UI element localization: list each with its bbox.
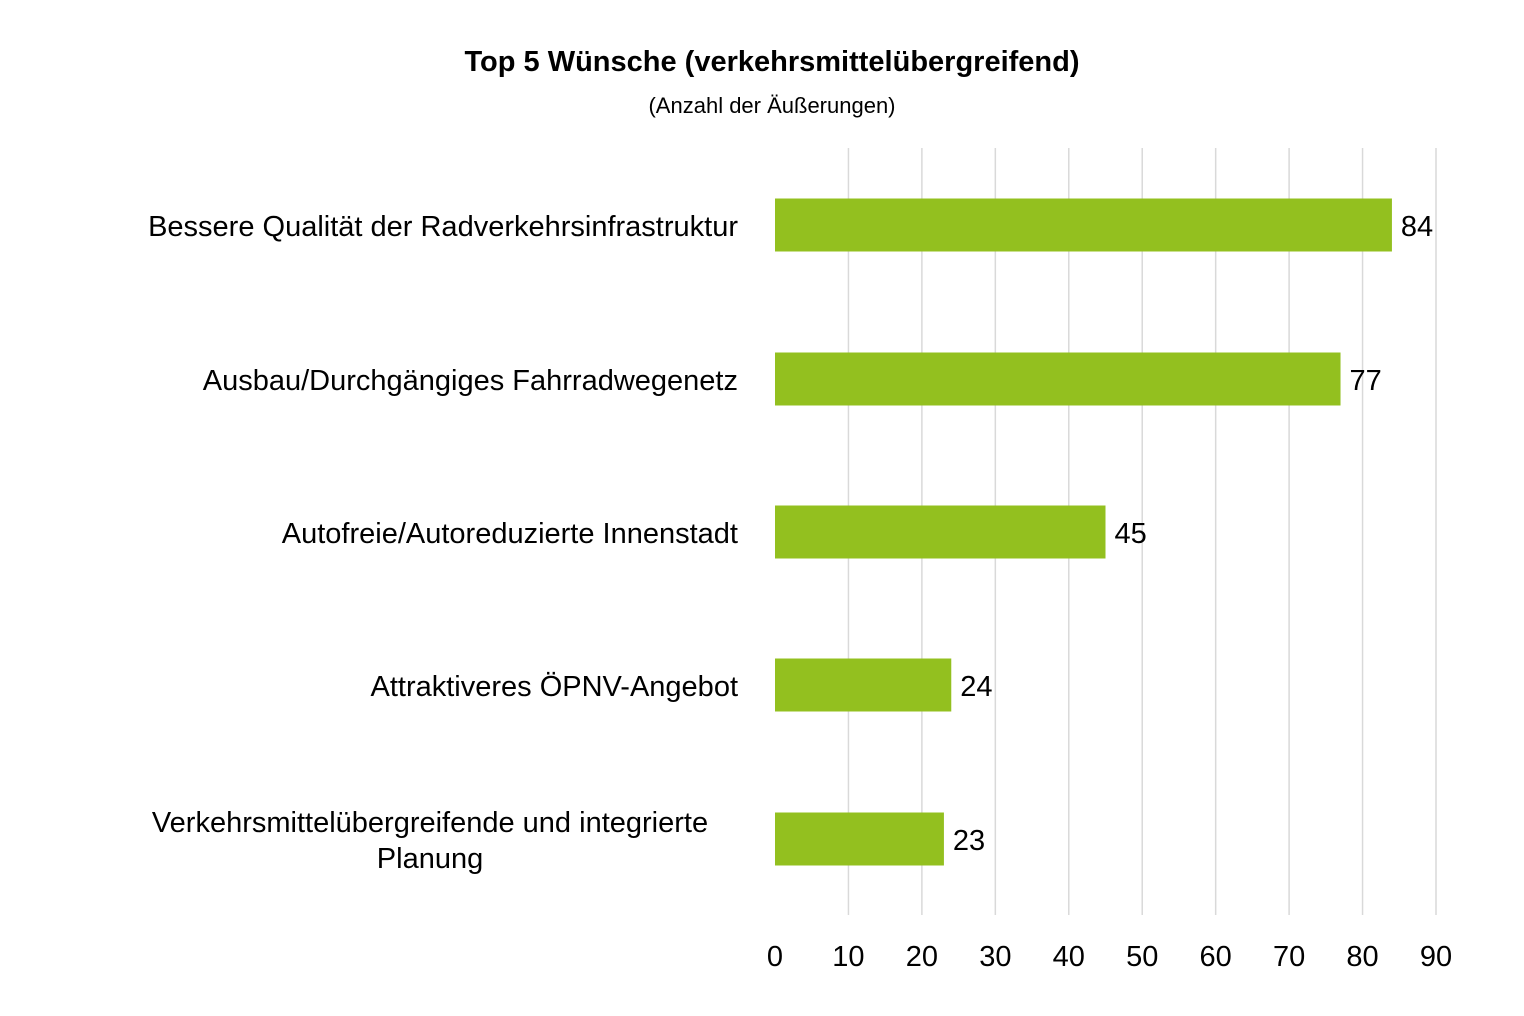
bar (775, 812, 944, 866)
x-tick-label: 40 (1053, 941, 1085, 973)
x-tick-label: 10 (832, 941, 864, 973)
bar (775, 198, 1392, 252)
bar (775, 352, 1341, 406)
data-label: 45 (1115, 518, 1147, 550)
x-tick-label: 50 (1126, 941, 1158, 973)
chart-title: Top 5 Wünsche (verkehrsmittelübergreifen… (464, 46, 1080, 78)
bar (775, 658, 952, 712)
x-tick-label: 90 (1420, 941, 1452, 973)
category-label: Autofreie/Autoreduzierte Innenstadt (282, 518, 738, 550)
chart-subtitle: (Anzahl der Äußerungen) (648, 93, 896, 118)
bars (775, 198, 1392, 866)
data-labels: 84 77 45 24 23 (953, 211, 1433, 857)
x-tick-label: 70 (1273, 941, 1305, 973)
x-tick-label: 30 (979, 941, 1011, 973)
x-tick-label: 60 (1200, 941, 1232, 973)
category-label: Attraktiveres ÖPNV-Angebot (371, 671, 739, 703)
category-labels: Bessere Qualität der Radverkehrsinfrastr… (148, 211, 738, 875)
category-label: Verkehrsmittelübergreifende und integrie… (152, 807, 708, 839)
category-label: Ausbau/Durchgängiges Fahrradwegenetz (203, 365, 738, 397)
category-label: Bessere Qualität der Radverkehrsinfrastr… (148, 211, 738, 243)
category-label: Planung (377, 843, 483, 875)
data-label: 24 (960, 671, 992, 703)
data-label: 77 (1350, 365, 1382, 397)
data-label: 23 (953, 825, 985, 857)
x-axis-ticks: 0 10 20 30 40 50 60 70 80 90 (767, 941, 1452, 973)
data-label: 84 (1401, 211, 1433, 243)
x-tick-label: 80 (1346, 941, 1378, 973)
bar (775, 505, 1106, 559)
x-tick-label: 0 (767, 941, 783, 973)
x-tick-label: 20 (906, 941, 938, 973)
